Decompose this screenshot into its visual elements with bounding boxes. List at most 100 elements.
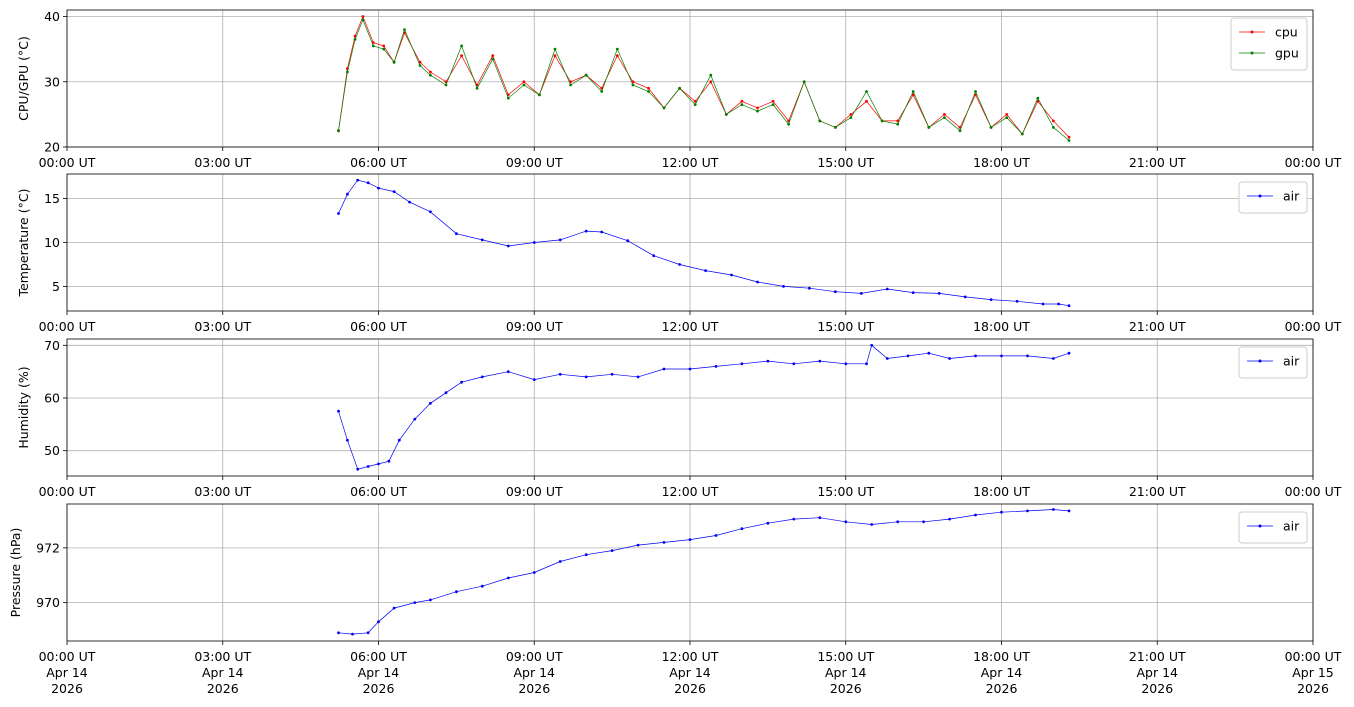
x-tick-year: 2026	[986, 681, 1018, 696]
series-cpu	[337, 15, 1071, 139]
legend-label: air	[1283, 519, 1300, 534]
data-point	[922, 520, 925, 524]
data-point	[337, 129, 340, 133]
data-point	[626, 239, 630, 243]
y-tick-label: 972	[36, 540, 60, 555]
data-point	[647, 90, 650, 93]
series-air	[337, 508, 1071, 636]
data-point	[1036, 96, 1040, 100]
y-axis-label: Temperature (°C)	[16, 189, 31, 298]
x-tick-label: 09:00 UT	[506, 155, 563, 170]
data-point	[636, 375, 640, 379]
data-point	[740, 103, 744, 106]
y-tick-label: 70	[44, 338, 60, 353]
data-point	[834, 290, 837, 294]
y-tick-label: 20	[44, 140, 60, 155]
x-tick-year: 2026	[51, 681, 83, 696]
data-point	[911, 90, 915, 93]
data-point	[337, 409, 340, 413]
data-point	[377, 462, 380, 466]
data-point	[558, 238, 562, 242]
legend: air	[1238, 181, 1308, 214]
legend-marker	[1258, 524, 1262, 528]
data-point	[937, 292, 941, 295]
data-point	[610, 372, 614, 376]
data-point	[377, 620, 380, 624]
x-tick-label: 03:00 UT	[194, 319, 251, 334]
data-point	[1026, 354, 1029, 358]
data-point	[444, 391, 448, 395]
data-point	[849, 116, 853, 119]
data-point	[403, 28, 406, 31]
data-point	[429, 598, 432, 602]
legend-box	[1230, 17, 1308, 71]
x-tick-label: 06:00 UT	[350, 649, 407, 664]
data-point	[989, 126, 993, 129]
data-point	[600, 90, 604, 93]
data-point	[532, 241, 536, 244]
x-tick-label: 09:00 UT	[506, 319, 563, 334]
data-point	[1052, 126, 1055, 129]
data-point	[859, 292, 863, 295]
data-point	[455, 232, 458, 236]
data-point	[460, 54, 463, 58]
data-point	[782, 285, 785, 288]
legend: air	[1238, 511, 1308, 544]
data-point	[397, 438, 401, 442]
data-point	[506, 244, 510, 248]
data-point	[1000, 354, 1003, 358]
x-tick-label: 00:00 UT	[1285, 484, 1342, 499]
x-tick-date: Apr 14	[981, 665, 1023, 680]
x-tick-label: 00:00 UT	[1285, 319, 1342, 334]
data-point	[958, 129, 962, 133]
data-point	[1026, 509, 1029, 513]
data-point	[418, 64, 422, 67]
data-point	[600, 230, 604, 234]
x-tick-label: 15:00 UT	[817, 155, 874, 170]
data-point	[818, 119, 822, 123]
data-point	[943, 113, 946, 116]
x-tick-date: Apr 14	[1136, 665, 1178, 680]
data-point	[475, 86, 479, 90]
data-point	[636, 543, 640, 547]
series-air	[337, 178, 1071, 308]
data-point	[615, 47, 619, 51]
data-point	[771, 99, 775, 103]
data-point	[346, 438, 349, 442]
data-point	[532, 571, 536, 574]
x-tick-label: 15:00 UT	[817, 484, 874, 499]
legend-box	[1238, 511, 1308, 544]
data-point	[418, 60, 422, 64]
legend-box	[1238, 346, 1308, 379]
data-point	[974, 90, 977, 93]
data-point	[1015, 299, 1019, 303]
data-point	[491, 54, 495, 58]
x-tick-label: 00:00 UT	[1285, 649, 1342, 664]
data-point	[1067, 351, 1071, 355]
data-point	[740, 99, 744, 103]
data-point	[1005, 113, 1009, 116]
x-tick-label: 15:00 UT	[817, 649, 874, 664]
x-tick-label: 12:00 UT	[662, 649, 719, 664]
y-tick-label: 40	[44, 9, 60, 24]
data-point	[1067, 139, 1071, 142]
data-point	[911, 291, 915, 294]
y-axis-label: CPU/GPU (°C)	[16, 36, 31, 121]
data-point	[724, 113, 728, 116]
data-point	[553, 54, 557, 58]
data-point	[880, 119, 884, 123]
data-point	[948, 517, 951, 521]
data-point	[647, 86, 650, 90]
data-point	[337, 212, 340, 215]
data-point	[688, 538, 692, 541]
data-point	[818, 359, 822, 363]
data-point	[1041, 302, 1045, 306]
data-point	[346, 70, 349, 74]
data-point	[506, 370, 510, 374]
data-point	[896, 122, 900, 126]
data-point	[569, 83, 572, 87]
data-point	[771, 103, 775, 106]
data-point	[704, 269, 707, 272]
data-point	[506, 96, 510, 100]
legend-label: air	[1283, 189, 1300, 204]
